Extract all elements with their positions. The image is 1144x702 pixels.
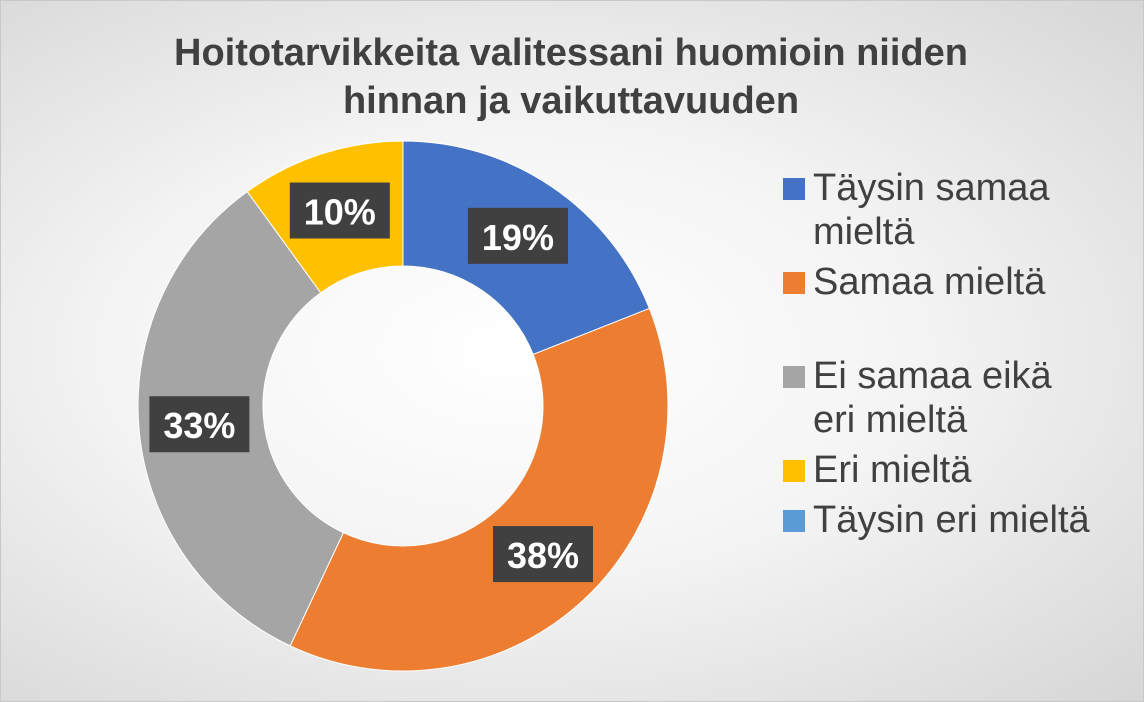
legend-label: Eri mieltä [813,449,972,491]
legend: Täysin samaa mieltä Samaa mieltä Ei samaa … [783,166,1103,548]
data-label-box [492,526,593,583]
legend-swatch [783,460,805,482]
donut-segment [289,307,669,672]
legend-swatch [783,366,805,388]
legend-swatch [783,178,805,200]
data-label: 10% [304,192,376,233]
data-label: 19% [482,217,554,258]
legend-item: Eri mieltä [783,448,1103,492]
data-label: 38% [507,535,579,576]
data-label-box [149,396,250,453]
data-label: 33% [163,405,235,446]
data-label-box [289,182,390,239]
legend-label: Täysin samaa mieltä [813,167,1050,253]
legend-item: Täysin eri mieltä [783,498,1103,542]
legend-label: Täysin eri mieltä [813,499,1090,541]
legend-item: Täysin samaa mieltä [783,166,1103,254]
legend-swatch [783,272,805,294]
data-label-box [467,207,568,264]
chart-title: Hoitotarvikkeita valitessani huomioin ni… [174,32,968,122]
legend-label: Samaa mieltä [813,261,1046,303]
legend-item: Ei samaa eikä eri mieltä [783,354,1103,442]
legend-label: Ei samaa eikä eri mieltä [813,355,1052,441]
legend-item: Samaa mieltä [783,260,1103,304]
legend-swatch [783,510,805,532]
